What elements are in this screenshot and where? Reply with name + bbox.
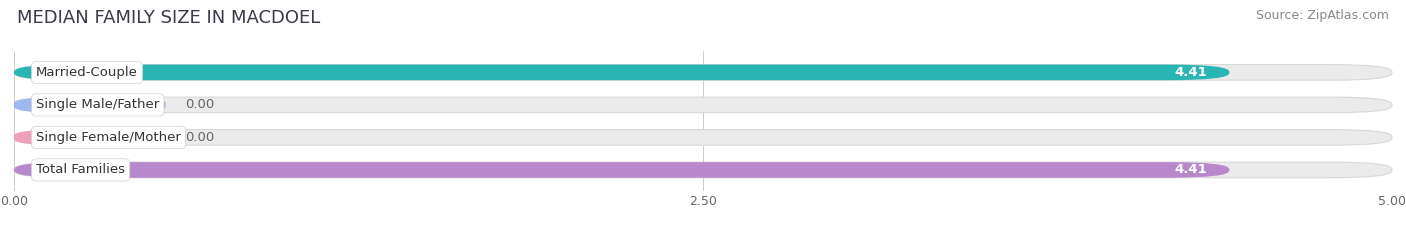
FancyBboxPatch shape [14, 65, 1392, 80]
Text: Source: ZipAtlas.com: Source: ZipAtlas.com [1256, 9, 1389, 22]
FancyBboxPatch shape [14, 97, 1392, 113]
Text: MEDIAN FAMILY SIZE IN MACDOEL: MEDIAN FAMILY SIZE IN MACDOEL [17, 9, 321, 27]
Text: Single Female/Mother: Single Female/Mother [37, 131, 181, 144]
Text: 4.41: 4.41 [1174, 163, 1208, 176]
FancyBboxPatch shape [14, 130, 1392, 145]
FancyBboxPatch shape [14, 97, 166, 113]
FancyBboxPatch shape [14, 162, 1229, 178]
Text: 0.00: 0.00 [186, 98, 214, 111]
Text: Married-Couple: Married-Couple [37, 66, 138, 79]
FancyBboxPatch shape [14, 130, 166, 145]
FancyBboxPatch shape [14, 162, 1392, 178]
Text: Single Male/Father: Single Male/Father [37, 98, 159, 111]
Text: 4.41: 4.41 [1174, 66, 1208, 79]
Text: 0.00: 0.00 [186, 131, 214, 144]
Text: Total Families: Total Families [37, 163, 125, 176]
FancyBboxPatch shape [14, 65, 1229, 80]
